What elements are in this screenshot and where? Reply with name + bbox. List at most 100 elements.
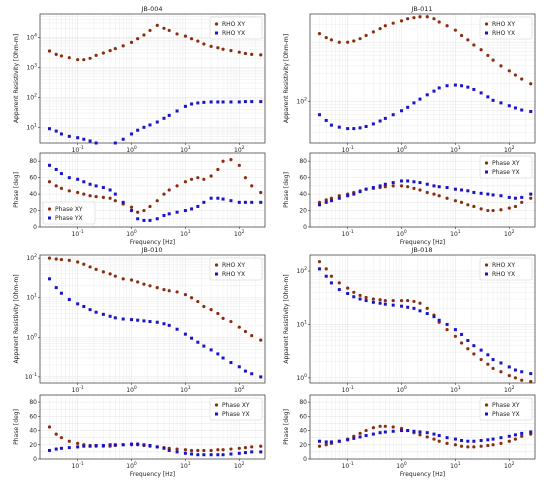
panel-rho-jb-011: 10-1 100 101 102 102 Apparent Resistivity [Oh…: [283, 13, 536, 154]
data-point: [113, 47, 117, 51]
data-point: [54, 167, 58, 171]
data-point: [399, 298, 404, 303]
series-yx: [47, 163, 263, 222]
data-point: [378, 424, 382, 428]
data-point: [108, 443, 112, 447]
series-xy: [47, 23, 263, 62]
data-point: [237, 163, 241, 167]
legend-label: Phase YX: [222, 411, 250, 418]
data-point: [383, 298, 387, 303]
data-point: [209, 308, 213, 312]
data-point: [88, 139, 92, 143]
data-point: [108, 188, 112, 192]
series-yx: [317, 267, 533, 376]
x-tick-label: 100: [126, 145, 137, 154]
data-point: [472, 204, 476, 209]
data-point: [196, 299, 200, 304]
y-tick-label: 102: [296, 266, 307, 275]
x-tick-label: 10-1: [72, 145, 84, 154]
data-point: [196, 101, 200, 105]
data-point: [88, 56, 92, 60]
data-point: [209, 174, 213, 178]
data-point: [67, 258, 71, 262]
data-point: [129, 40, 134, 44]
legend: Phase XY Phase YX: [479, 155, 533, 179]
legend-label: Phase XY: [492, 160, 520, 167]
data-point: [155, 199, 159, 203]
data-point: [472, 352, 476, 356]
data-point: [391, 303, 395, 307]
data-point: [237, 446, 241, 450]
data-point: [250, 100, 254, 104]
subplot-title: JB-010: [140, 246, 162, 254]
data-point: [121, 317, 125, 321]
data-point: [472, 87, 476, 91]
data-point: [243, 100, 247, 104]
legend: RHO XY RHO YX: [479, 16, 533, 40]
data-point: [59, 446, 63, 450]
y-tick-label: 80: [29, 158, 37, 165]
data-point: [459, 33, 464, 38]
data-point: [358, 431, 362, 435]
panel-phase-jb-004: 10-1 100 101 102 0 20 40 60 80 Frequency [Hz] Phas…: [13, 152, 266, 246]
data-point: [364, 299, 368, 303]
data-point: [352, 39, 356, 43]
data-point: [513, 437, 518, 441]
data-point: [445, 436, 449, 440]
data-point: [425, 182, 429, 186]
data-point: [346, 286, 350, 290]
legend-label: Phase XY: [55, 206, 83, 213]
data-point: [466, 339, 470, 343]
subplot-jb-004: JB-004 10-1 100 101 102 101 102 103 104 Apparent…: [13, 5, 266, 246]
data-point: [378, 27, 382, 31]
x-tick-label: 101: [450, 461, 461, 470]
data-point: [76, 441, 80, 445]
data-point: [466, 203, 470, 207]
data-point: [486, 362, 490, 366]
data-point: [243, 451, 247, 455]
data-point: [507, 206, 511, 210]
data-point: [167, 448, 171, 452]
x-tick-label: 101: [450, 229, 461, 238]
data-point: [329, 281, 333, 285]
data-point: [383, 424, 387, 428]
data-point: [175, 327, 179, 331]
data-point: [324, 118, 328, 122]
data-point: [162, 288, 166, 292]
data-point: [412, 101, 416, 105]
data-point: [453, 328, 457, 332]
data-point: [113, 274, 117, 278]
data-point: [352, 192, 356, 196]
data-point: [364, 434, 368, 438]
data-point: [162, 116, 166, 120]
legend-marker: [484, 161, 489, 165]
data-point: [175, 210, 179, 214]
data-point: [513, 368, 517, 372]
data-point: [196, 176, 200, 180]
data-point: [221, 356, 225, 360]
series-yx: [47, 442, 263, 457]
data-point: [425, 15, 429, 19]
data-point: [520, 370, 524, 374]
data-point: [202, 448, 206, 453]
data-point: [94, 194, 98, 199]
data-point: [491, 98, 495, 102]
x-tick-label: 101: [450, 145, 461, 154]
data-point: [229, 49, 233, 53]
series-yx: [317, 83, 533, 131]
data-point: [491, 366, 495, 371]
data-point: [183, 104, 187, 108]
data-point: [76, 302, 80, 306]
data-point: [136, 37, 140, 41]
data-point: [148, 284, 152, 288]
data-point: [432, 432, 436, 436]
data-point: [507, 439, 511, 443]
data-point: [453, 83, 457, 87]
data-point: [329, 199, 333, 203]
data-point: [520, 108, 524, 112]
data-point: [148, 28, 152, 33]
data-point: [82, 304, 86, 308]
data-point: [460, 439, 464, 443]
x-tick-label: 10-1: [342, 145, 354, 154]
data-point: [250, 445, 254, 449]
